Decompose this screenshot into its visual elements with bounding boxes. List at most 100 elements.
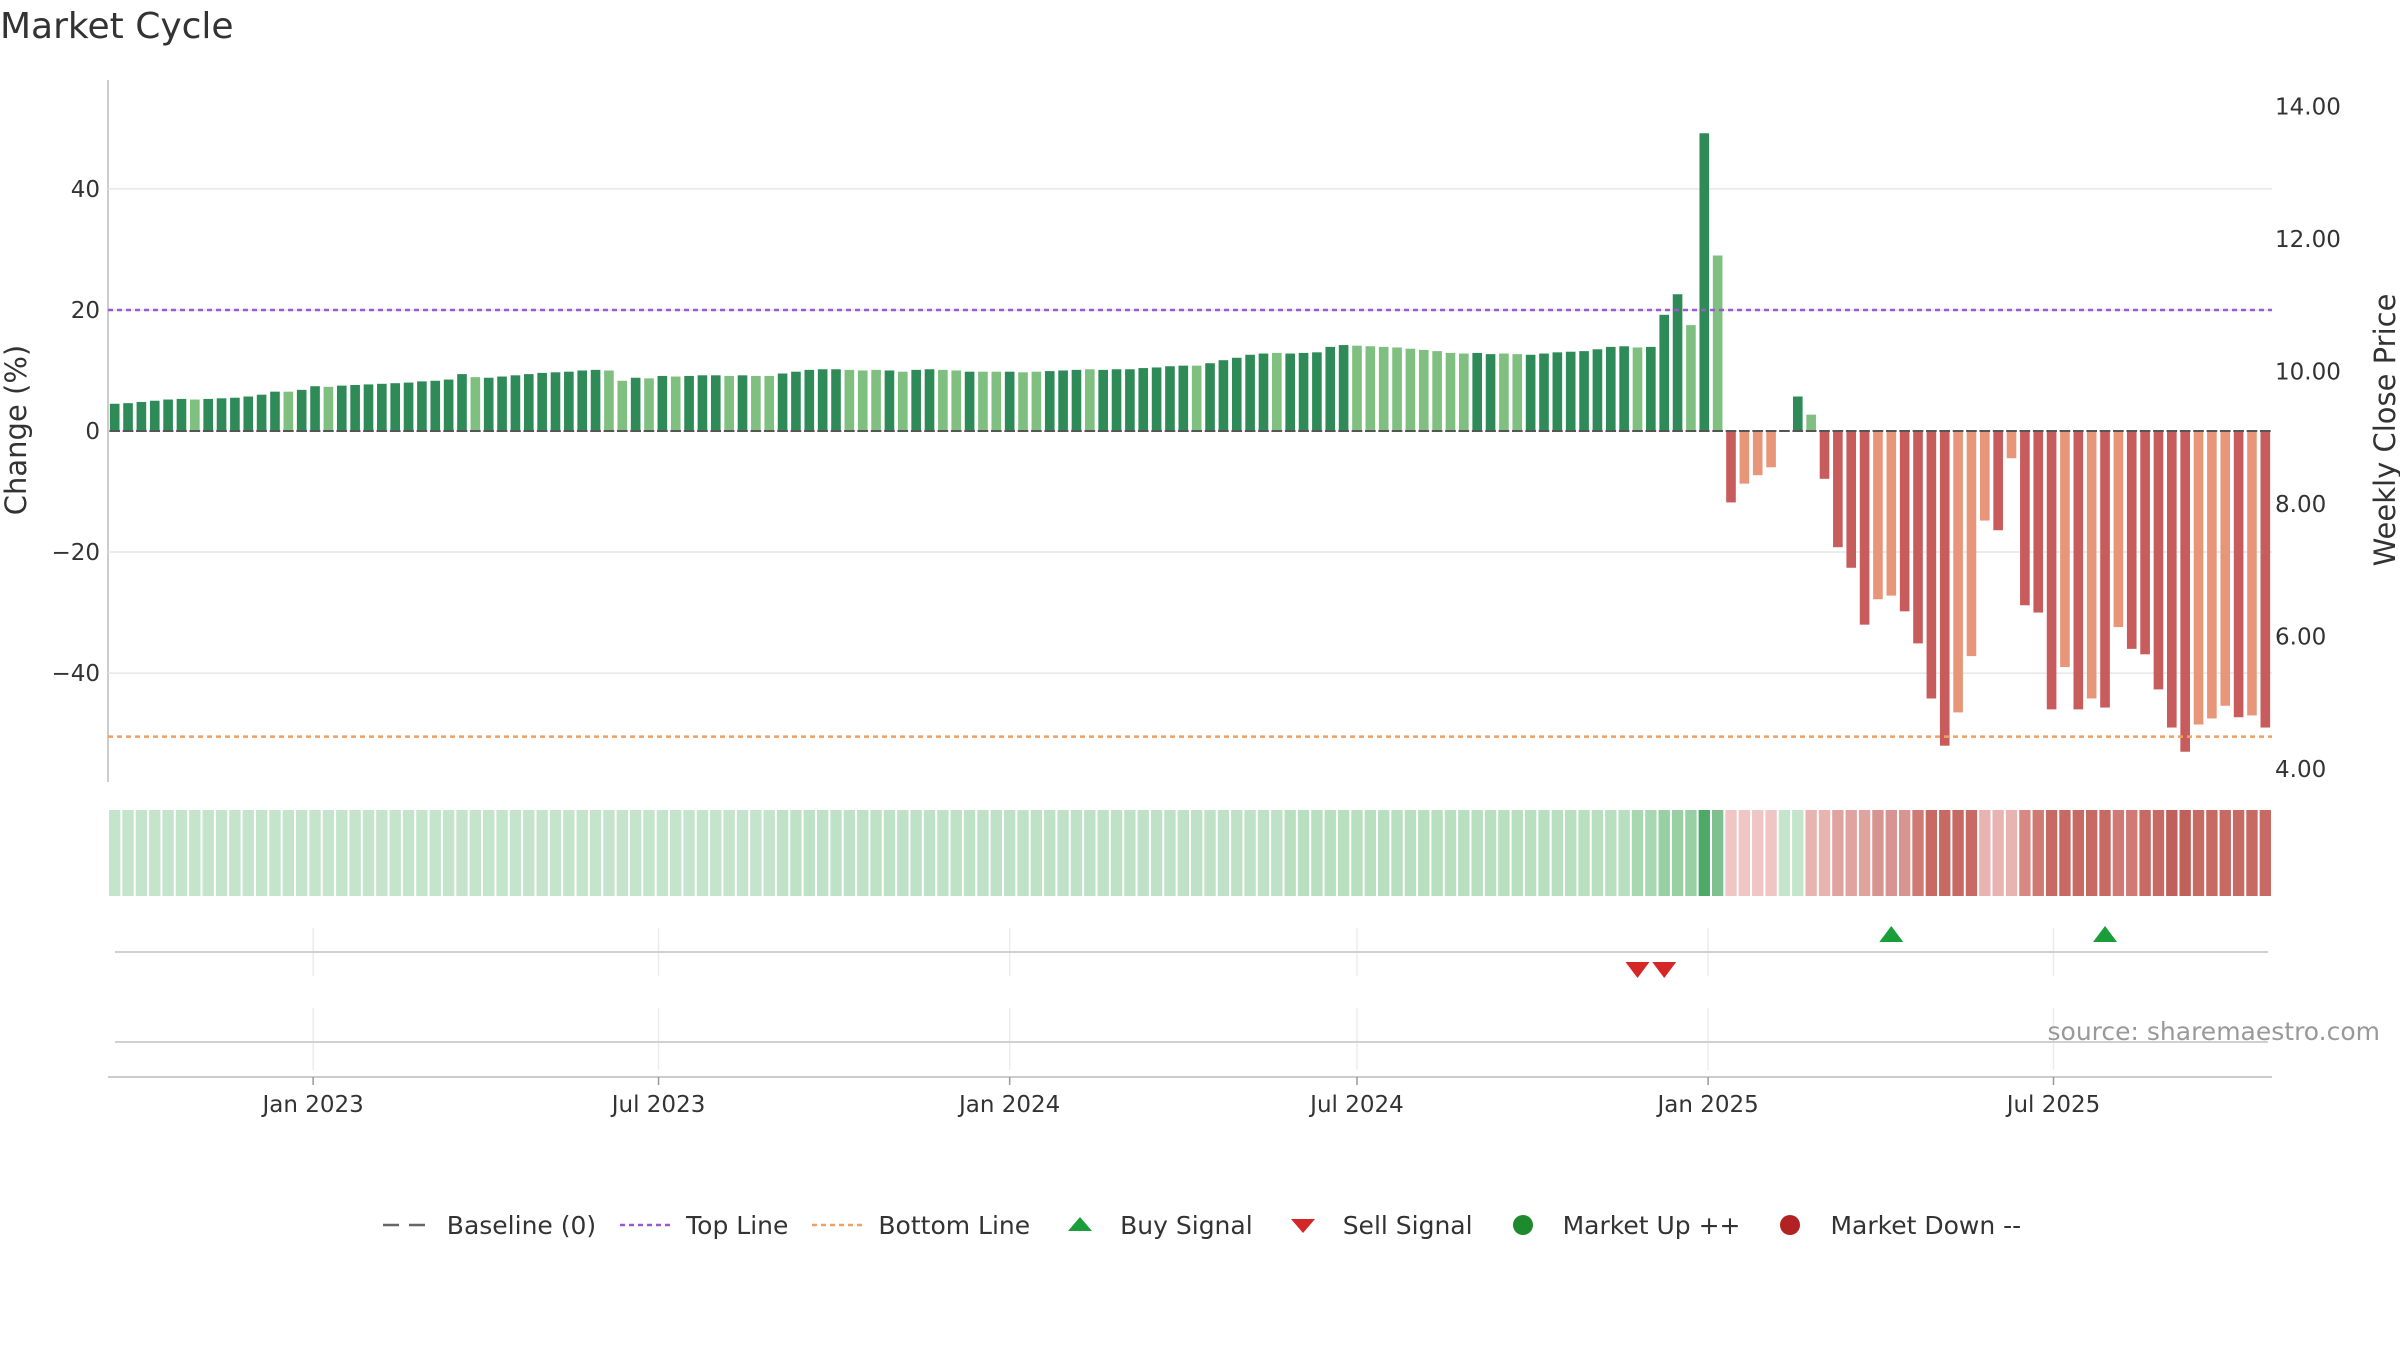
strip-cell bbox=[1177, 810, 1189, 896]
legend-label: Buy Signal bbox=[1120, 1210, 1253, 1240]
bar bbox=[590, 369, 601, 431]
strip-cell bbox=[670, 810, 682, 896]
legend-item-up: Market Up ++ bbox=[1495, 1211, 1740, 1240]
strip-cell bbox=[723, 810, 735, 896]
bar bbox=[296, 389, 307, 431]
strip-cell bbox=[1351, 810, 1363, 896]
strip-cell bbox=[910, 810, 922, 896]
strip-cell bbox=[1498, 810, 1510, 896]
legend-symbol-top bbox=[620, 1223, 673, 1227]
bar bbox=[1338, 345, 1349, 431]
strip-cell bbox=[389, 810, 401, 896]
strip-cell bbox=[282, 810, 295, 896]
bar bbox=[831, 369, 841, 431]
bar bbox=[1218, 360, 1229, 431]
strip-cell bbox=[1444, 810, 1457, 896]
strip-cell bbox=[736, 810, 749, 896]
strip-cell bbox=[1404, 810, 1417, 896]
strip-cell bbox=[2179, 810, 2191, 896]
strip-cell bbox=[2045, 810, 2058, 896]
bar bbox=[1899, 431, 1910, 612]
strip-cell bbox=[2059, 810, 2071, 896]
strip-cell bbox=[429, 810, 441, 896]
chart-title: Market Cycle bbox=[0, 6, 234, 47]
bar bbox=[230, 397, 240, 431]
bar bbox=[1418, 349, 1429, 431]
strip-cell bbox=[750, 810, 762, 896]
bar bbox=[1058, 370, 1068, 431]
strip-cell bbox=[2139, 810, 2151, 896]
bar bbox=[1245, 354, 1255, 431]
strip-cell bbox=[1565, 810, 1577, 896]
strip-cell bbox=[523, 810, 535, 896]
strip-cell bbox=[1057, 810, 1069, 896]
strip-cell bbox=[2099, 810, 2111, 896]
strip-cell bbox=[1458, 810, 1470, 896]
strip-cell bbox=[1044, 810, 1056, 896]
x-tick-label: Jan 2024 bbox=[957, 1092, 1060, 1118]
bar bbox=[510, 375, 521, 431]
legend-item-sell: Sell Signal bbox=[1275, 1211, 1473, 1240]
left-axis-ticks: 40 20 0 −20 −40 bbox=[51, 177, 100, 687]
strip-cell bbox=[990, 810, 1002, 896]
strip-cell bbox=[2032, 810, 2044, 896]
strip-cell bbox=[2246, 810, 2258, 896]
bar bbox=[1485, 354, 1496, 431]
bar bbox=[1125, 369, 1135, 431]
bar bbox=[149, 400, 160, 431]
strip-cell bbox=[1524, 810, 1537, 896]
bar bbox=[363, 384, 374, 431]
left-tick-label: 0 bbox=[85, 419, 100, 445]
bar bbox=[1579, 351, 1589, 431]
bar bbox=[190, 399, 200, 431]
strip-cell bbox=[763, 810, 775, 896]
bar bbox=[924, 369, 935, 431]
strip-cell bbox=[1110, 810, 1123, 896]
sell-signal-marker bbox=[1625, 962, 1650, 978]
bar bbox=[1833, 431, 1843, 548]
strip-cell bbox=[1070, 810, 1083, 896]
bar bbox=[737, 375, 748, 431]
bar bbox=[1873, 431, 1883, 600]
strip-cell bbox=[1391, 810, 1403, 896]
bar bbox=[1285, 353, 1295, 431]
right-tick-label: 14.00 bbox=[2275, 94, 2341, 120]
bar bbox=[2233, 431, 2244, 718]
bar bbox=[1672, 294, 1683, 431]
bar bbox=[1512, 354, 1523, 431]
buy-signal-marker bbox=[2093, 926, 2118, 942]
bar bbox=[991, 371, 1002, 431]
strip-cell bbox=[563, 810, 575, 896]
legend-symbol-sell bbox=[1290, 1219, 1315, 1233]
legend-item-top: Top Line bbox=[618, 1211, 788, 1240]
legend-item-baseline: Baseline (0) bbox=[379, 1211, 596, 1240]
right-axis-ticks: 14.00 12.00 10.00 8.00 6.00 4.00 bbox=[2275, 94, 2341, 782]
strip-cell bbox=[1925, 810, 1938, 896]
bar bbox=[1392, 347, 1402, 431]
strip-cell bbox=[1538, 810, 1550, 896]
bar bbox=[817, 369, 828, 431]
strip-cell bbox=[1685, 810, 1697, 896]
bar bbox=[443, 379, 454, 431]
bar bbox=[1312, 352, 1322, 431]
strip-cell bbox=[790, 810, 802, 896]
legend-label: Baseline (0) bbox=[446, 1210, 597, 1240]
bar bbox=[1819, 431, 1830, 479]
strip-cell bbox=[2232, 810, 2245, 896]
strip-cell bbox=[950, 810, 962, 896]
bar bbox=[844, 369, 855, 431]
strip-cell bbox=[963, 810, 976, 896]
strip-cell bbox=[1003, 810, 1016, 896]
strip-cell bbox=[416, 810, 428, 896]
strip-cell bbox=[2072, 810, 2084, 896]
strip-cell bbox=[2112, 810, 2125, 896]
strip-cell bbox=[442, 810, 455, 896]
strip-cell bbox=[870, 810, 882, 896]
strip-cell bbox=[616, 810, 628, 896]
bar bbox=[1165, 366, 1175, 431]
bar bbox=[403, 382, 414, 431]
bar bbox=[2100, 431, 2110, 708]
bar bbox=[350, 385, 360, 431]
bar bbox=[1365, 346, 1376, 431]
strip-cell bbox=[1845, 810, 1857, 896]
